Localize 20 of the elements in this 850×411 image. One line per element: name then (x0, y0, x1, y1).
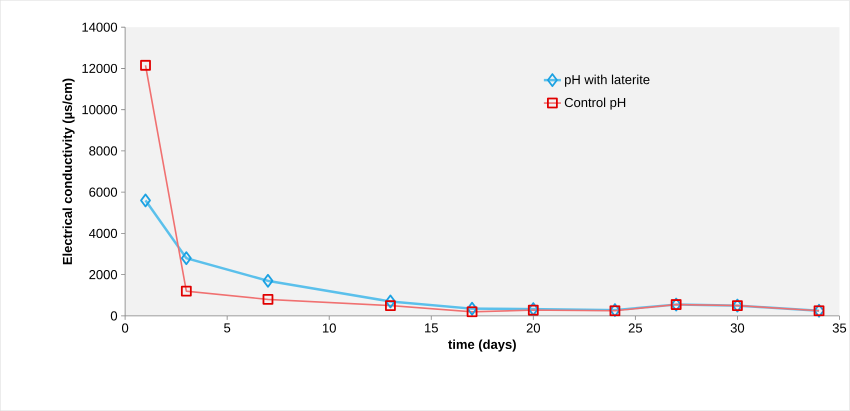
y-tick-label: 14000 (82, 22, 118, 32)
x-tick-label: 20 (526, 323, 540, 333)
y-tick-label: 6000 (89, 188, 118, 197)
y-tick-label: 10000 (82, 105, 118, 114)
x-tick-label: 35 (832, 323, 846, 333)
x-tick-label: 0 (122, 323, 128, 333)
x-tick-label: 5 (224, 323, 230, 332)
legend-label: pH with laterite (565, 74, 650, 87)
legend-label: Control pH (564, 98, 626, 110)
x-tick-label: 30 (730, 323, 744, 333)
x-axis-title: time (days) (448, 339, 516, 352)
y-tick-label: 2000 (89, 270, 118, 280)
y-axis-title: Electrical conductivity (µs/cm) (62, 78, 75, 264)
x-tick-label: 10 (322, 323, 336, 333)
y-tick-label: 12000 (82, 64, 118, 74)
y-tick-label: 4000 (88, 228, 118, 238)
y-tick-label: 8000 (89, 146, 118, 156)
y-tick-label: 0 (110, 311, 118, 320)
x-tick-label: 15 (425, 323, 438, 332)
x-tick-label: 25 (628, 323, 642, 333)
